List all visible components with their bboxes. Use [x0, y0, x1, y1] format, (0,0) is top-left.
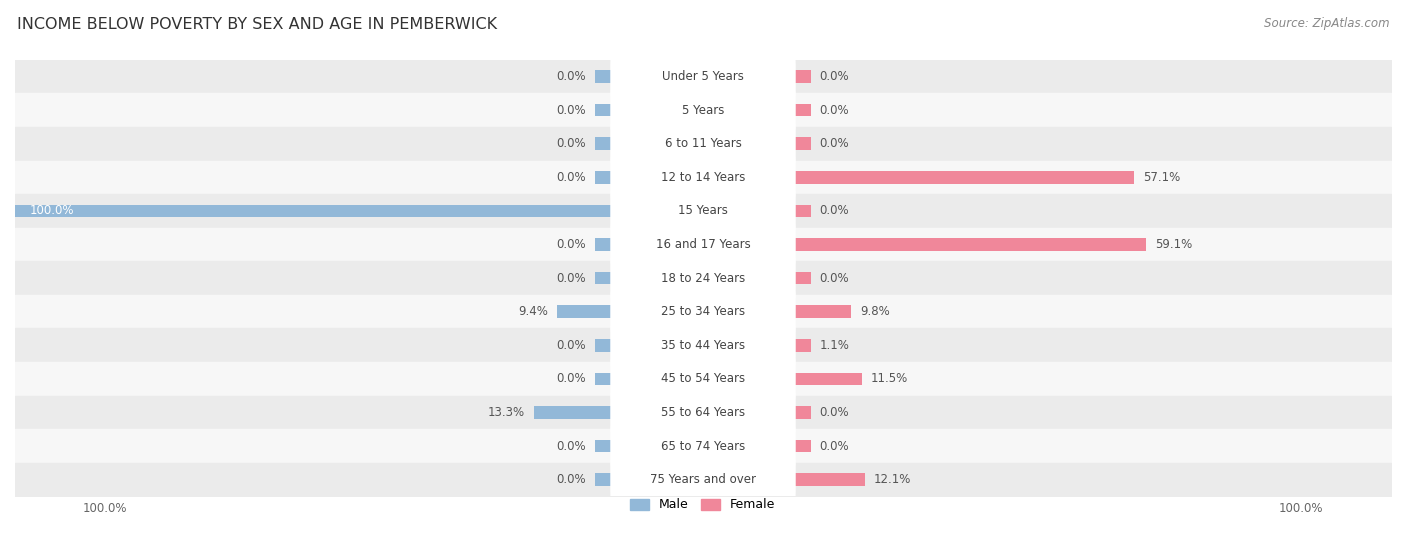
Text: 0.0%: 0.0%: [557, 473, 586, 486]
FancyBboxPatch shape: [610, 217, 796, 272]
Bar: [793, 104, 811, 116]
Text: 0.0%: 0.0%: [557, 137, 586, 150]
Text: 0.0%: 0.0%: [820, 137, 849, 150]
Text: 9.4%: 9.4%: [519, 305, 548, 318]
Text: 0.0%: 0.0%: [820, 70, 849, 83]
FancyBboxPatch shape: [610, 318, 796, 373]
Text: 25 to 34 Years: 25 to 34 Years: [661, 305, 745, 318]
Text: 15 Years: 15 Years: [678, 205, 728, 217]
Bar: [595, 70, 613, 83]
Text: 5 Years: 5 Years: [682, 103, 724, 117]
Text: 0.0%: 0.0%: [820, 439, 849, 453]
Text: 0.0%: 0.0%: [557, 272, 586, 285]
Bar: [595, 272, 613, 285]
Text: 0.0%: 0.0%: [820, 205, 849, 217]
FancyBboxPatch shape: [610, 351, 796, 406]
Bar: [793, 440, 811, 452]
Bar: [793, 473, 865, 486]
Text: 12.1%: 12.1%: [875, 473, 911, 486]
Bar: [595, 372, 613, 385]
Legend: Male, Female: Male, Female: [626, 494, 780, 517]
Text: 9.8%: 9.8%: [860, 305, 890, 318]
Text: 0.0%: 0.0%: [820, 103, 849, 117]
FancyBboxPatch shape: [610, 419, 796, 473]
Bar: [595, 171, 613, 184]
Text: 0.0%: 0.0%: [820, 406, 849, 419]
Bar: [793, 171, 1135, 184]
FancyBboxPatch shape: [610, 284, 796, 339]
FancyBboxPatch shape: [610, 150, 796, 205]
Text: INCOME BELOW POVERTY BY SEX AND AGE IN PEMBERWICK: INCOME BELOW POVERTY BY SEX AND AGE IN P…: [17, 17, 496, 32]
Bar: [595, 104, 613, 116]
FancyBboxPatch shape: [610, 49, 796, 104]
Text: 100.0%: 100.0%: [30, 205, 75, 217]
Bar: [595, 473, 613, 486]
Text: Under 5 Years: Under 5 Years: [662, 70, 744, 83]
Text: 59.1%: 59.1%: [1156, 238, 1192, 251]
Text: Source: ZipAtlas.com: Source: ZipAtlas.com: [1264, 17, 1389, 30]
Text: 0.0%: 0.0%: [557, 70, 586, 83]
FancyBboxPatch shape: [610, 250, 796, 306]
Text: 0.0%: 0.0%: [557, 439, 586, 453]
Bar: [595, 339, 613, 352]
Text: 35 to 44 Years: 35 to 44 Years: [661, 339, 745, 352]
Text: 13.3%: 13.3%: [488, 406, 524, 419]
Text: 0.0%: 0.0%: [557, 171, 586, 184]
Text: 16 and 17 Years: 16 and 17 Years: [655, 238, 751, 251]
Bar: [595, 138, 613, 150]
Text: 0.0%: 0.0%: [557, 339, 586, 352]
Bar: [793, 205, 811, 217]
FancyBboxPatch shape: [610, 116, 796, 172]
FancyBboxPatch shape: [610, 183, 796, 239]
Text: 75 Years and over: 75 Years and over: [650, 473, 756, 486]
Bar: [793, 138, 811, 150]
Text: 11.5%: 11.5%: [870, 372, 908, 385]
Text: 45 to 54 Years: 45 to 54 Years: [661, 372, 745, 385]
Text: 0.0%: 0.0%: [820, 272, 849, 285]
Bar: [793, 305, 852, 318]
Bar: [793, 238, 1146, 251]
Bar: [15, 205, 613, 217]
Bar: [793, 372, 862, 385]
Bar: [595, 238, 613, 251]
Bar: [534, 406, 613, 419]
Text: 65 to 74 Years: 65 to 74 Years: [661, 439, 745, 453]
FancyBboxPatch shape: [610, 83, 796, 138]
Text: 18 to 24 Years: 18 to 24 Years: [661, 272, 745, 285]
Text: 0.0%: 0.0%: [557, 372, 586, 385]
Bar: [793, 272, 811, 285]
FancyBboxPatch shape: [610, 385, 796, 440]
Bar: [793, 406, 811, 419]
Text: 0.0%: 0.0%: [557, 238, 586, 251]
Text: 6 to 11 Years: 6 to 11 Years: [665, 137, 741, 150]
Text: 55 to 64 Years: 55 to 64 Years: [661, 406, 745, 419]
Text: 1.1%: 1.1%: [820, 339, 849, 352]
Text: 57.1%: 57.1%: [1143, 171, 1181, 184]
FancyBboxPatch shape: [610, 452, 796, 508]
Bar: [793, 70, 811, 83]
Text: 0.0%: 0.0%: [557, 103, 586, 117]
Text: 12 to 14 Years: 12 to 14 Years: [661, 171, 745, 184]
Bar: [557, 305, 613, 318]
Bar: [595, 440, 613, 452]
Bar: [793, 339, 811, 352]
